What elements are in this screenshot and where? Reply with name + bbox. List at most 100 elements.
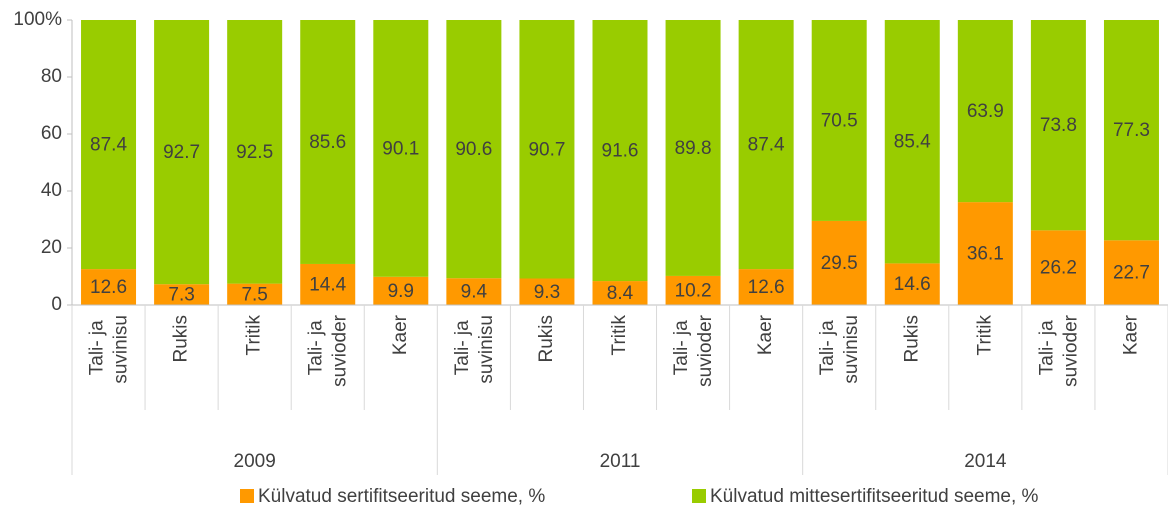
data-label: 9.3 (534, 282, 560, 303)
data-label: 90.6 (455, 139, 492, 160)
bar-segment (227, 20, 283, 284)
bar-segment (957, 202, 1013, 305)
data-label: 10.2 (675, 280, 712, 301)
bar-segment (446, 278, 502, 305)
x-tick-line: suvinisu (476, 315, 497, 384)
data-label: 77.3 (1113, 120, 1150, 141)
y-tick-label: 80 (41, 66, 62, 87)
bar-segment (592, 20, 648, 282)
group-label: 2014 (964, 451, 1007, 472)
x-tick-label: Rukis (536, 315, 557, 363)
data-label: 9.9 (388, 281, 414, 302)
y-tick-label: 0 (51, 294, 62, 315)
data-label: 9.4 (461, 282, 488, 303)
bar-segment (884, 263, 940, 305)
x-tick-label: Rukis (901, 315, 922, 363)
bar-segment (154, 284, 210, 305)
bar-segment (373, 276, 429, 305)
data-label: 87.4 (90, 135, 127, 156)
x-tick-line: suvinisu (841, 315, 862, 384)
data-label: 12.6 (748, 277, 785, 298)
x-tick-label: Kaer (1120, 314, 1141, 355)
data-label: 7.3 (168, 285, 194, 306)
data-label: 22.7 (1113, 263, 1150, 284)
bar-segment (1103, 20, 1159, 241)
bar-segment (1030, 230, 1086, 305)
bar-segment (300, 20, 356, 264)
x-tick-line: Tali- ja (671, 315, 692, 375)
data-label: 89.8 (675, 138, 712, 159)
bar-segment (665, 275, 721, 305)
bar-segment (811, 220, 867, 305)
bar-segment (592, 281, 648, 305)
data-label: 70.5 (821, 110, 858, 131)
x-tick-line: Tali- ja (1036, 315, 1057, 375)
data-label: 85.4 (894, 132, 931, 153)
x-tick-label: Tali- ja suvinisu (87, 315, 132, 384)
bar-segment (519, 278, 575, 305)
bar-segment (738, 20, 794, 270)
x-tick-line: Tali- ja (817, 315, 838, 375)
bar-segment (665, 20, 721, 276)
data-label: 87.4 (748, 135, 785, 156)
data-label: 91.6 (602, 141, 639, 162)
data-label: 90.1 (382, 138, 419, 159)
x-tick-label: Rukis (171, 315, 192, 363)
data-label: 7.5 (241, 284, 267, 305)
y-tick-label: 40 (41, 180, 62, 201)
bar-segment (957, 20, 1013, 203)
bar-segment (227, 283, 283, 305)
data-label: 29.5 (821, 253, 858, 274)
legend-swatch (692, 489, 706, 503)
bar-segment (884, 20, 940, 264)
group-label: 2009 (234, 451, 276, 472)
bar-segment (1030, 20, 1086, 231)
bar-segment (373, 20, 429, 277)
bar-segment (81, 269, 137, 305)
x-tick-line: suvioder (330, 314, 351, 386)
x-tick-label: Kaer (755, 314, 776, 355)
data-label: 14.4 (309, 274, 346, 295)
x-tick-label: Tritik (609, 315, 630, 356)
data-label: 36.1 (967, 244, 1004, 265)
x-tick-line: suvioder (1060, 314, 1081, 386)
x-tick-label: Tali- ja suvioder (1036, 314, 1081, 386)
data-label: 26.2 (1040, 258, 1077, 279)
data-label: 14.6 (894, 274, 931, 295)
x-tick-line: Tali- ja (452, 315, 473, 375)
x-tick-line: Tali- ja (87, 315, 108, 375)
x-tick-label: Tali- ja suvinisu (817, 315, 862, 384)
x-tick-line: suvioder (695, 314, 716, 386)
legend-label: Külvatud sertifitseeritud seeme, % (258, 486, 545, 507)
bar-segment (446, 20, 502, 279)
x-tick-line: suvinisu (111, 315, 132, 384)
bar-segment (811, 20, 867, 221)
bar-segment (81, 20, 137, 270)
data-label: 8.4 (607, 283, 634, 304)
y-tick-label: 100% (13, 9, 62, 30)
data-label: 63.9 (967, 101, 1004, 122)
x-tick-label: Tritik (244, 315, 265, 356)
legend-swatch (240, 489, 254, 503)
data-label: 12.6 (90, 277, 127, 298)
data-label: 85.6 (309, 132, 346, 153)
x-tick-label: Tritik (974, 315, 995, 356)
bar-segment (1103, 240, 1159, 305)
y-tick-label: 20 (41, 237, 62, 258)
data-label: 90.7 (528, 139, 565, 160)
y-tick-label: 60 (41, 123, 62, 144)
data-label: 73.8 (1040, 115, 1077, 136)
bar-segment (300, 263, 356, 305)
x-tick-label: Kaer (390, 314, 411, 355)
group-label: 2011 (600, 451, 641, 472)
bar-segment (738, 269, 794, 305)
data-label: 92.7 (163, 142, 200, 163)
x-tick-line: Tali- ja (306, 315, 327, 375)
x-tick-label: Tali- ja suvinisu (452, 315, 497, 384)
bar-segment (519, 20, 575, 279)
x-tick-label: Tali- ja suvioder (671, 314, 716, 386)
data-label: 92.5 (236, 142, 273, 163)
bar-segment (154, 20, 210, 285)
legend-label: Külvatud mittesertifitseeritud seeme, % (710, 486, 1039, 507)
